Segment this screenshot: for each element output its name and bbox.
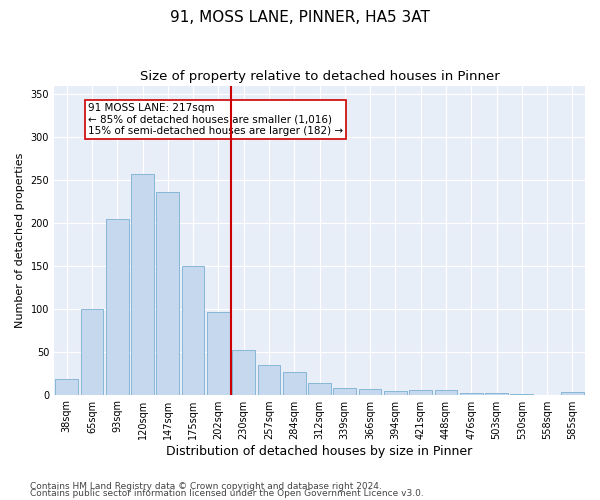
Title: Size of property relative to detached houses in Pinner: Size of property relative to detached ho… (140, 70, 499, 83)
Bar (283, 372, 305, 394)
Bar (80, 308, 103, 394)
Text: Contains HM Land Registry data © Crown copyright and database right 2024.: Contains HM Land Registry data © Crown c… (30, 482, 382, 491)
Bar (561, 392, 584, 394)
Bar (182, 266, 205, 394)
X-axis label: Distribution of detached houses by size in Pinner: Distribution of detached houses by size … (166, 444, 473, 458)
Bar (55, 379, 78, 394)
Bar (460, 393, 482, 394)
Bar (409, 390, 432, 394)
Bar (207, 312, 230, 394)
Bar (257, 364, 280, 394)
Y-axis label: Number of detached properties: Number of detached properties (15, 152, 25, 328)
Text: 91, MOSS LANE, PINNER, HA5 3AT: 91, MOSS LANE, PINNER, HA5 3AT (170, 10, 430, 25)
Bar (384, 391, 407, 394)
Text: 91 MOSS LANE: 217sqm
← 85% of detached houses are smaller (1,016)
15% of semi-de: 91 MOSS LANE: 217sqm ← 85% of detached h… (88, 102, 343, 136)
Bar (359, 390, 382, 394)
Bar (485, 393, 508, 394)
Bar (434, 390, 457, 394)
Bar (232, 350, 255, 395)
Bar (334, 388, 356, 394)
Bar (106, 220, 128, 394)
Bar (308, 382, 331, 394)
Bar (131, 174, 154, 394)
Text: Contains public sector information licensed under the Open Government Licence v3: Contains public sector information licen… (30, 489, 424, 498)
Bar (157, 192, 179, 394)
